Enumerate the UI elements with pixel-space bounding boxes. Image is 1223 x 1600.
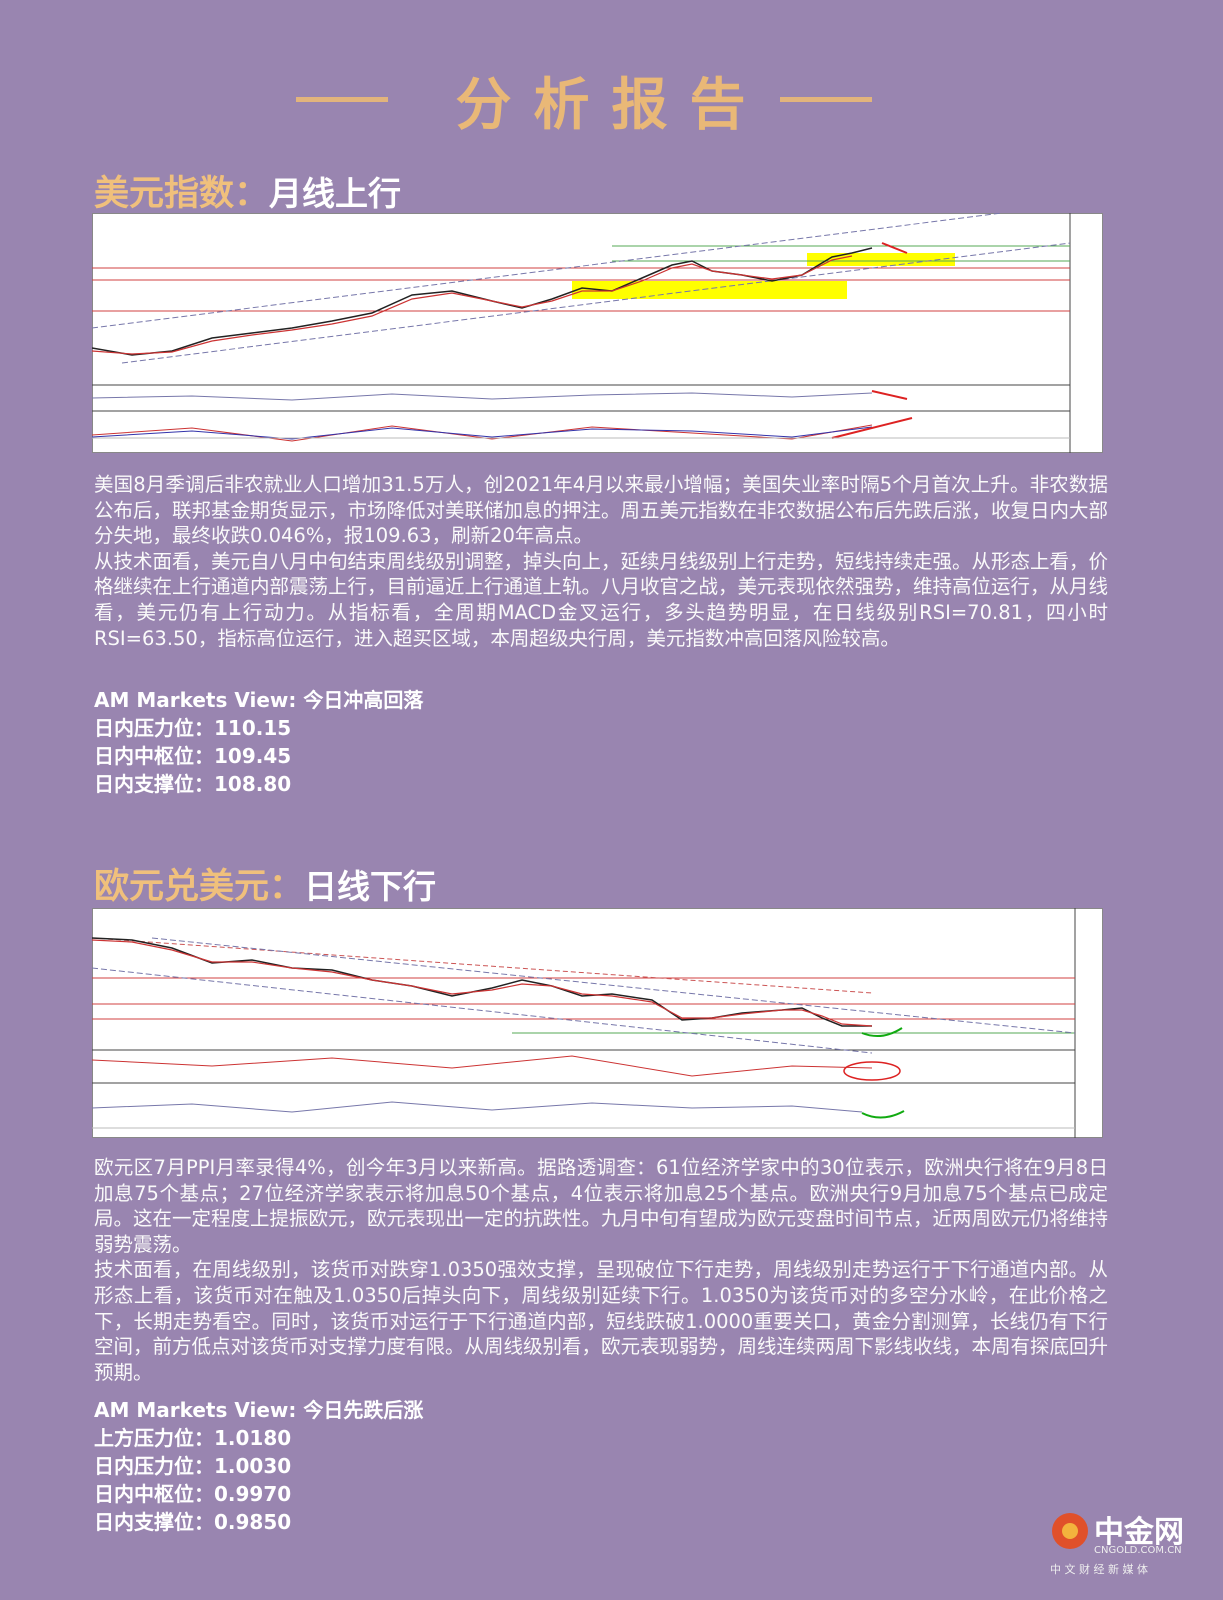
view-title: AM Markets View: 今日先跌后涨	[94, 1398, 424, 1422]
chart-screenshot	[92, 213, 1103, 453]
level: 日内中枢位：109.45	[94, 744, 292, 768]
section-subtitle: 月线上行	[269, 174, 402, 213]
section-body: 欧元区7月PPI月率录得4%，创今年3月以来新高。据路透调查：61位经济学家中的…	[94, 1155, 1108, 1385]
logo-domain: CNGOLD.COM.CN	[1094, 1545, 1182, 1556]
level: 日内压力位：110.15	[94, 716, 292, 740]
paragraph: 欧元区7月PPI月率录得4%，创今年3月以来新高。据路透调查：61位经济学家中的…	[94, 1156, 1109, 1256]
section-title: 美元指数：	[94, 174, 270, 214]
level: 日内支撑位：108.80	[94, 772, 292, 796]
section-subtitle: 日线下行	[304, 867, 437, 906]
level: 日内支撑位：0.9850	[94, 1510, 292, 1534]
chart-screenshot	[92, 908, 1103, 1138]
footer-logo: 中金网 CNGOLD.COM.CN 中 文 财 经 新 媒 体	[1050, 1505, 1190, 1585]
logo-slogan: 中 文 财 经 新 媒 体	[1050, 1563, 1148, 1576]
title-dash	[780, 97, 872, 102]
section-title: 欧元兑美元：	[94, 867, 305, 907]
paragraph: 技术面看，在周线级别，该货币对跌穿1.0350强效支撑，呈现破位下行走势，周线级…	[94, 1258, 1109, 1384]
title-dash	[296, 97, 388, 102]
view-block: AM Markets View: 今日先跌后涨 上方压力位：1.0180 日内压…	[94, 1396, 423, 1536]
section-body: 美国8月季调后非农就业人口增加31.5万人，创2021年4月以来最小增幅；美国失…	[94, 472, 1108, 651]
level: 日内压力位：1.0030	[94, 1454, 292, 1478]
page-title: 分析报告	[455, 73, 768, 138]
section-heading: 美元指数：月线上行	[94, 165, 401, 216]
level: 日内中枢位：0.9970	[94, 1482, 292, 1506]
paragraph: 从技术面看，美元自八月中旬结束周线级别调整，掉头向上，延续月线级别上行走势，短线…	[94, 549, 1109, 650]
view-block: AM Markets View: 今日冲高回落 日内压力位：110.15 日内中…	[94, 686, 423, 798]
logo-icon	[1052, 1513, 1088, 1549]
level: 上方压力位：1.0180	[94, 1426, 292, 1450]
paragraph: 美国8月季调后非农就业人口增加31.5万人，创2021年4月以来最小增幅；美国失…	[94, 473, 1109, 548]
logo-text: 中金网	[1094, 1515, 1184, 1550]
view-title: AM Markets View: 今日冲高回落	[94, 688, 424, 712]
section-heading: 欧元兑美元：日线下行	[94, 858, 436, 909]
